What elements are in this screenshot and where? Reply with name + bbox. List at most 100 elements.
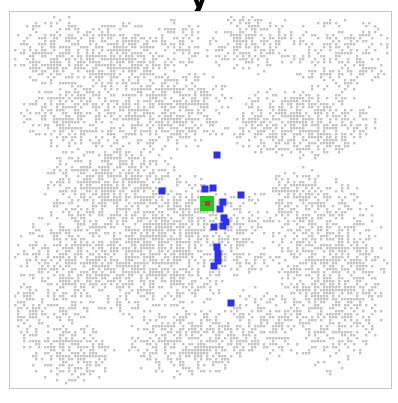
terrain-cell [104,226,107,229]
terrain-cell [284,313,287,316]
terrain-cell [350,301,353,304]
terrain-cell [197,220,200,223]
terrain-cell [242,52,245,55]
terrain-cell [329,265,332,268]
terrain-cell [230,34,233,37]
terrain-cell [176,184,179,187]
terrain-cell [281,238,284,241]
terrain-cell [260,226,263,229]
terrain-cell [68,121,71,124]
terrain-cell [350,82,353,85]
terrain-cell [188,337,191,340]
terrain-cell [152,352,155,355]
terrain-cell [257,19,260,22]
terrain-cell [191,97,194,100]
terrain-cell [77,112,80,115]
terrain-cell [338,313,341,316]
terrain-cell [209,220,212,223]
terrain-cell [101,166,104,169]
terrain-cell [32,226,35,229]
terrain-cell [143,355,146,358]
terrain-cell [341,148,344,151]
terrain-cell [104,97,107,100]
terrain-cell [380,295,383,298]
terrain-cell [242,334,245,337]
terrain-cell [164,262,167,265]
terrain-cell [362,52,365,55]
terrain-cell [119,28,122,31]
terrain-cell [146,244,149,247]
terrain-cell [191,112,194,115]
terrain-cell [344,82,347,85]
terrain-cell [53,43,56,46]
terrain-cell [170,331,173,334]
terrain-cell [38,268,41,271]
terrain-cell [371,214,374,217]
terrain-cell [143,283,146,286]
terrain-cell [353,127,356,130]
terrain-cell [308,142,311,145]
terrain-cell [341,49,344,52]
terrain-cell [200,319,203,322]
terrain-cell [152,280,155,283]
terrain-cell [179,295,182,298]
terrain-cell [179,175,182,178]
terrain-cell [209,244,212,247]
terrain-cell [227,328,230,331]
terrain-cell [260,310,263,313]
terrain-cell [356,292,359,295]
terrain-cell [323,265,326,268]
terrain-cell [56,67,59,70]
terrain-cell [98,61,101,64]
terrain-cell [161,205,164,208]
terrain-cell [326,334,329,337]
terrain-cell [338,283,341,286]
terrain-cell [137,115,140,118]
terrain-cell [140,85,143,88]
terrain-cell [191,349,194,352]
terrain-cell [332,283,335,286]
terrain-cell [257,22,260,25]
terrain-cell [185,85,188,88]
terrain-cell [71,43,74,46]
terrain-cell [143,352,146,355]
terrain-cell [293,40,296,43]
terrain-cell [347,235,350,238]
terrain-cell [50,283,53,286]
terrain-cell [89,268,92,271]
game-board[interactable] [9,11,392,389]
terrain-cell [260,142,263,145]
terrain-cell [152,247,155,250]
terrain-cell [68,16,71,19]
terrain-cell [95,355,98,358]
terrain-cell [338,277,341,280]
terrain-cell [101,211,104,214]
terrain-cell [323,295,326,298]
terrain-cell [164,274,167,277]
terrain-cell [305,94,308,97]
terrain-cell [299,109,302,112]
terrain-cell [194,52,197,55]
terrain-cell [32,52,35,55]
terrain-cell [71,25,74,28]
terrain-cell [152,202,155,205]
terrain-cell [95,361,98,364]
terrain-cell [275,94,278,97]
terrain-cell [113,250,116,253]
terrain-cell [317,271,320,274]
terrain-cell [242,349,245,352]
terrain-cell [32,67,35,70]
terrain-cell [140,130,143,133]
terrain-cell [101,103,104,106]
terrain-cell [287,265,290,268]
terrain-cell [101,277,104,280]
terrain-cell [77,76,80,79]
terrain-cell [74,268,77,271]
terrain-cell [149,118,152,121]
terrain-cell [50,109,53,112]
terrain-cell [248,46,251,49]
terrain-cell [56,136,59,139]
terrain-cell [269,256,272,259]
terrain-cell [275,331,278,334]
terrain-cell [116,157,119,160]
